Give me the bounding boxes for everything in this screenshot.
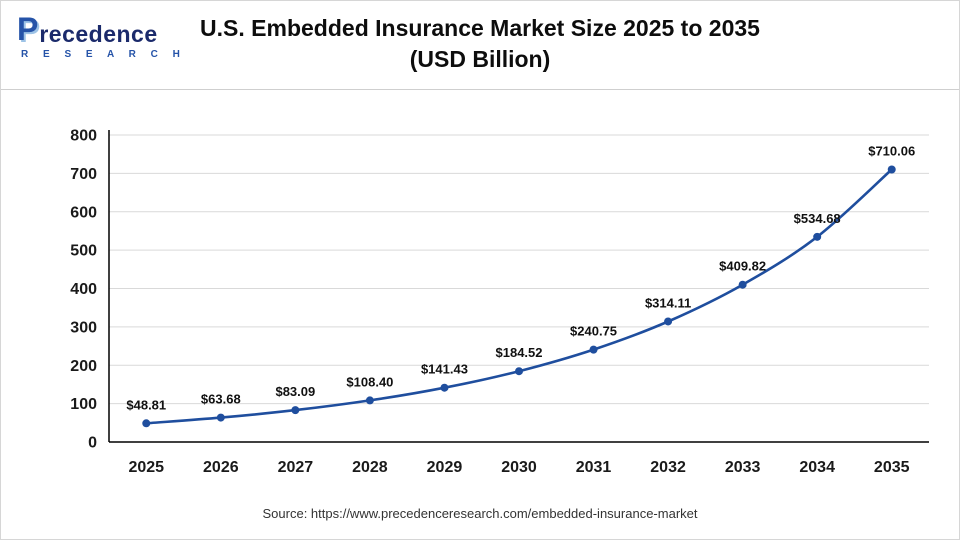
line-chart: 0 100 200 300 400 500 600 700 800 2025 2026 2027 202… bbox=[70, 128, 929, 476]
chart-area: 0 100 200 300 400 500 600 700 800 2025 2026 2027 202… bbox=[1, 90, 959, 502]
header: P recedence R E S E A R C H U.S. Embedde… bbox=[1, 1, 959, 90]
x-axis-tick-label: 2033 bbox=[725, 459, 761, 476]
x-axis-tick-label: 2034 bbox=[799, 459, 835, 476]
x-axis-tick-label: 2028 bbox=[352, 459, 388, 476]
data-label: $63.68 bbox=[201, 392, 241, 407]
chart-subtitle: (USD Billion) bbox=[409, 46, 551, 73]
y-axis-tick-label: 500 bbox=[70, 243, 97, 260]
x-axis-tick-label: 2032 bbox=[650, 459, 686, 476]
y-axis-tick-label: 800 bbox=[70, 128, 97, 145]
logo-p-mark: P bbox=[17, 11, 39, 47]
line-series bbox=[145, 168, 893, 425]
data-label: $83.09 bbox=[275, 384, 315, 399]
logo-text: recedence bbox=[39, 21, 158, 48]
data-point bbox=[887, 165, 896, 174]
data-point bbox=[142, 419, 151, 428]
y-axis-tick-label: 300 bbox=[70, 319, 97, 336]
y-axis-tick-label: 400 bbox=[70, 281, 97, 298]
x-axis-tick-label: 2027 bbox=[278, 459, 314, 476]
data-label: $240.75 bbox=[570, 324, 617, 339]
logo-wordmark: P recedence bbox=[17, 11, 186, 48]
title-block: U.S. Embedded Insurance Market Size 2025… bbox=[1, 1, 959, 75]
data-point bbox=[216, 413, 225, 422]
y-axis-tick-label: 600 bbox=[70, 204, 97, 221]
chart-title: U.S. Embedded Insurance Market Size 2025… bbox=[200, 15, 760, 41]
data-point bbox=[365, 396, 374, 405]
y-axis-tick-label: 100 bbox=[70, 396, 97, 413]
x-axis-tick-label: 2029 bbox=[427, 459, 463, 476]
y-axis-tick-label: 700 bbox=[70, 166, 97, 183]
x-axis-tick-label: 2035 bbox=[874, 459, 910, 476]
y-axis-tick-label: 200 bbox=[70, 358, 97, 375]
x-axis-tick-label: 2026 bbox=[203, 459, 239, 476]
data-point bbox=[589, 345, 598, 354]
data-point bbox=[440, 383, 449, 392]
logo: P recedence R E S E A R C H bbox=[17, 11, 186, 60]
data-point bbox=[664, 317, 673, 326]
x-axis-tick-label: 2030 bbox=[501, 459, 537, 476]
y-axis-tick-label: 0 bbox=[88, 435, 97, 452]
source-text: Source: https://www.precedenceresearch.c… bbox=[262, 506, 698, 521]
data-label: $314.11 bbox=[645, 295, 691, 310]
data-point bbox=[738, 280, 747, 289]
data-label: $48.81 bbox=[126, 397, 166, 412]
data-label: $108.40 bbox=[346, 374, 393, 389]
data-point bbox=[515, 367, 523, 376]
data-point bbox=[813, 232, 822, 241]
x-axis-tick-label: 2025 bbox=[128, 459, 164, 476]
data-label: $710.06 bbox=[868, 144, 915, 159]
data-label: $141.43 bbox=[421, 362, 468, 377]
x-axis-tick-label: 2031 bbox=[576, 459, 612, 476]
data-label: $409.82 bbox=[719, 259, 766, 274]
data-label: $534.68 bbox=[794, 211, 841, 226]
data-label: $184.52 bbox=[496, 345, 543, 360]
logo-research-text: R E S E A R C H bbox=[21, 48, 186, 60]
data-point bbox=[291, 406, 300, 415]
